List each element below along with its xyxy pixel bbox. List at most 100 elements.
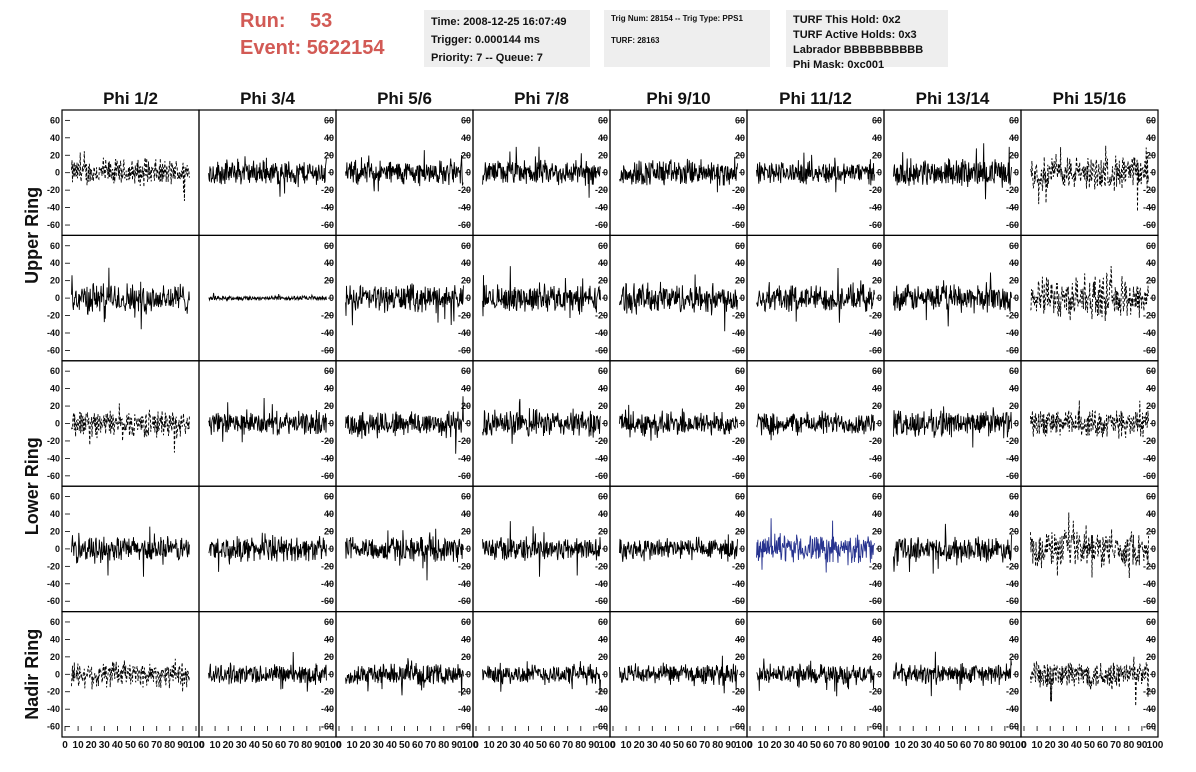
- y-tick-label: -40: [869, 453, 882, 463]
- y-tick-label: 60: [324, 617, 334, 627]
- y-tick-label: 0: [329, 168, 334, 178]
- y-tick-label: -60: [321, 596, 334, 606]
- y-tick-label: -20: [1143, 687, 1156, 697]
- x-tick-label: 50: [536, 740, 548, 751]
- y-tick-label: 40: [50, 384, 60, 394]
- x-tick-label: 70: [425, 740, 437, 751]
- y-tick-label: -20: [869, 561, 882, 571]
- y-tick-label: 0: [55, 669, 60, 679]
- y-tick-label: 0: [329, 293, 334, 303]
- waveform-trace: [208, 651, 327, 692]
- x-tick-label: 100: [188, 740, 205, 751]
- y-tick-label: -20: [458, 436, 471, 446]
- x-tick-label: 80: [849, 740, 861, 751]
- y-tick-label: 0: [1014, 293, 1019, 303]
- x-tick-label: 80: [712, 740, 724, 751]
- y-tick-label: -60: [458, 471, 471, 481]
- y-tick-label: 40: [1146, 509, 1156, 519]
- x-tick-label: 10: [1032, 740, 1044, 751]
- y-tick-label: 40: [1009, 634, 1019, 644]
- y-tick-label: -40: [321, 328, 334, 338]
- y-tick-label: 40: [872, 258, 882, 268]
- y-tick-label: 20: [461, 150, 471, 160]
- y-tick-label: 60: [598, 241, 608, 251]
- waveform-trace: [893, 651, 1012, 697]
- y-tick-label: 0: [1151, 419, 1156, 429]
- y-tick-label: -40: [1006, 328, 1019, 338]
- x-tick-label: 50: [399, 740, 411, 751]
- x-tick-label: 40: [934, 740, 946, 751]
- y-tick-label: 60: [461, 492, 471, 502]
- x-tick-label: 100: [325, 740, 342, 751]
- y-tick-label: 20: [735, 276, 745, 286]
- waveform-trace: [893, 406, 1012, 448]
- y-tick-label: -40: [1143, 203, 1156, 213]
- y-tick-label: -40: [47, 579, 60, 589]
- y-tick-label: 60: [50, 366, 60, 376]
- y-tick-label: -20: [458, 185, 471, 195]
- column-title: Phi 9/10: [646, 89, 710, 108]
- x-tick-label: 100: [736, 740, 753, 751]
- x-tick-label: 70: [699, 740, 711, 751]
- x-tick-label: 20: [908, 740, 920, 751]
- x-tick-label: 40: [386, 740, 398, 751]
- row-label: Upper Ring: [22, 187, 42, 284]
- x-tick-label: 0: [1021, 740, 1027, 751]
- x-tick-label: 60: [1097, 740, 1109, 751]
- y-tick-label: 40: [1146, 384, 1156, 394]
- y-tick-label: 20: [1009, 526, 1019, 536]
- y-tick-label: 20: [872, 276, 882, 286]
- y-tick-label: -60: [732, 596, 745, 606]
- y-tick-label: 0: [877, 669, 882, 679]
- y-tick-label: 40: [50, 258, 60, 268]
- y-tick-label: -20: [595, 561, 608, 571]
- y-tick-label: 40: [324, 258, 334, 268]
- y-tick-label: 20: [1009, 150, 1019, 160]
- y-tick-label: 40: [324, 634, 334, 644]
- y-tick-label: 40: [50, 634, 60, 644]
- y-tick-label: 20: [50, 401, 60, 411]
- y-tick-label: 40: [1146, 258, 1156, 268]
- x-tick-label: 60: [138, 740, 150, 751]
- y-tick-label: 20: [735, 652, 745, 662]
- y-tick-label: 60: [598, 115, 608, 125]
- y-tick-label: 40: [1009, 384, 1019, 394]
- y-tick-label: -60: [595, 471, 608, 481]
- x-tick-label: 50: [947, 740, 959, 751]
- y-tick-label: -60: [1143, 345, 1156, 355]
- x-tick-label: 50: [810, 740, 822, 751]
- y-tick-label: -20: [1006, 687, 1019, 697]
- y-tick-label: 20: [50, 652, 60, 662]
- y-tick-label: 40: [50, 133, 60, 143]
- waveform-trace: [208, 397, 327, 443]
- y-tick-label: 60: [461, 115, 471, 125]
- y-tick-label: 0: [466, 419, 471, 429]
- y-tick-label: 40: [1146, 634, 1156, 644]
- y-tick-label: 40: [735, 384, 745, 394]
- x-tick-label: 80: [438, 740, 450, 751]
- y-tick-label: 60: [735, 366, 745, 376]
- x-tick-label: 0: [336, 740, 342, 751]
- y-tick-label: 40: [461, 634, 471, 644]
- y-tick-label: 20: [598, 276, 608, 286]
- y-tick-label: -20: [1143, 311, 1156, 321]
- labrador-text: Labrador BBBBBBBBBB: [793, 44, 924, 56]
- x-tick-label: 30: [373, 740, 385, 751]
- x-tick-label: 20: [223, 740, 235, 751]
- waveform-trace: [619, 274, 738, 332]
- x-tick-label: 40: [660, 740, 672, 751]
- x-tick-label: 100: [873, 740, 890, 751]
- column-title: Phi 3/4: [240, 89, 295, 108]
- y-tick-label: 60: [598, 617, 608, 627]
- y-tick-label: -20: [47, 561, 60, 571]
- x-tick-label: 100: [599, 740, 616, 751]
- x-tick-label: 90: [177, 740, 189, 751]
- waveform-trace: [756, 658, 875, 697]
- waveform-trace: [345, 658, 464, 696]
- y-tick-label: -60: [1143, 596, 1156, 606]
- y-tick-label: 40: [461, 384, 471, 394]
- y-tick-label: -40: [321, 579, 334, 589]
- y-tick-label: -40: [321, 203, 334, 213]
- y-tick-label: 0: [603, 293, 608, 303]
